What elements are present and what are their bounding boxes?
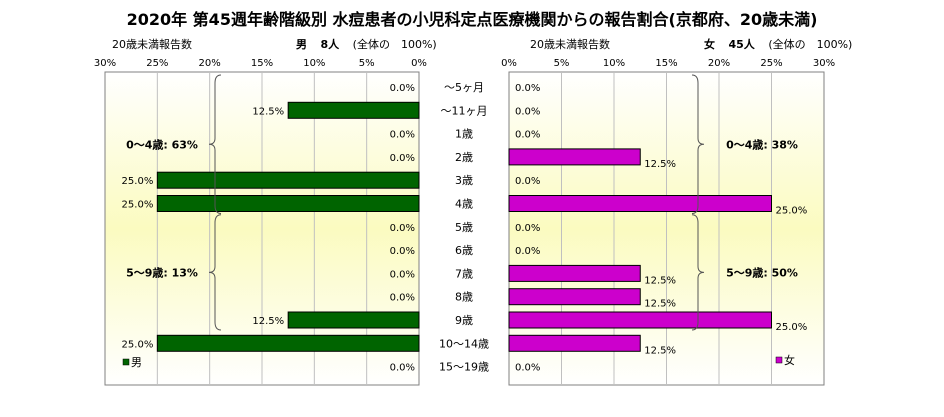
female-header-name: 女 — [704, 38, 715, 51]
category-label: 10～14歳 — [439, 337, 489, 350]
female-x-tick-label: 30% — [813, 58, 835, 69]
female-header-count: 45人 — [728, 38, 755, 51]
category-label: 6歳 — [455, 244, 473, 257]
male-data-label: 12.5% — [252, 106, 284, 117]
male-data-label: 0.0% — [390, 130, 415, 141]
female-header-total: (全体の 100%) — [768, 38, 853, 51]
male-data-label: 25.0% — [122, 176, 154, 187]
male-data-label: 0.0% — [390, 269, 415, 280]
male-data-label: 0.0% — [390, 293, 415, 304]
male-data-label: 0.0% — [390, 363, 415, 374]
male-data-label: 25.0% — [122, 200, 154, 211]
male-data-label: 25.0% — [122, 339, 154, 350]
male-group-brace — [208, 74, 222, 214]
male-bar — [287, 311, 420, 329]
category-label: 4歳 — [455, 198, 473, 211]
male-bar — [156, 171, 420, 189]
category-label: 5歳 — [455, 221, 473, 234]
male-group-label: 0～4歳: 63% — [126, 137, 198, 151]
male-x-tick-label: 25% — [146, 58, 168, 69]
female-axis-label: 20歳未満報告数 — [530, 38, 610, 51]
male-header-name: 男 — [296, 38, 307, 51]
category-label: 9歳 — [455, 314, 473, 327]
female-data-label: 0.0% — [515, 83, 540, 94]
category-label: 7歳 — [455, 267, 473, 280]
female-group-brace — [691, 214, 705, 331]
female-data-label: 12.5% — [644, 299, 676, 310]
female-legend-label: 女 — [784, 353, 795, 367]
male-x-tick-label: 10% — [303, 58, 325, 69]
female-x-tick-label: 0% — [501, 58, 517, 69]
male-x-tick-label: 15% — [251, 58, 273, 69]
male-legend-label: 男 — [131, 356, 142, 369]
female-bar — [508, 334, 641, 352]
female-bar — [508, 148, 641, 166]
male-header-count: 8人 — [320, 38, 340, 51]
male-data-label: 0.0% — [390, 223, 415, 234]
male-axis-label: 20歳未満報告数 — [112, 38, 192, 51]
female-data-label: 25.0% — [776, 322, 808, 333]
male-x-tick-label: 20% — [199, 58, 221, 69]
female-data-label: 25.0% — [776, 206, 808, 217]
female-x-tick-label: 15% — [655, 58, 677, 69]
male-data-label: 0.0% — [390, 83, 415, 94]
male-header-total: (全体の 100%) — [352, 38, 437, 51]
female-group-label: 0～4歳: 38% — [726, 137, 798, 151]
female-legend-swatch — [775, 356, 783, 364]
female-bar — [508, 264, 641, 282]
female-data-label: 0.0% — [515, 223, 540, 234]
female-x-tick-label: 10% — [603, 58, 625, 69]
chart-title: 2020年 第45週年齢階級別 水痘患者の小児科定点医療機関からの報告割合(京都… — [126, 10, 818, 29]
category-label: ～5ヶ月 — [444, 81, 484, 94]
female-group-label: 5～9歳: 50% — [726, 265, 798, 279]
female-data-label: 0.0% — [515, 246, 540, 257]
female-data-label: 0.0% — [515, 363, 540, 374]
female-header: 女 45人 (全体の 100%) — [704, 36, 852, 52]
male-group-label: 5～9歳: 13% — [126, 265, 198, 279]
female-x-tick-label: 5% — [554, 58, 570, 69]
female-data-label: 0.0% — [515, 130, 540, 141]
category-label: 15～19歳 — [439, 361, 489, 374]
female-data-label: 12.5% — [644, 345, 676, 356]
female-bar — [508, 311, 772, 329]
category-label: 3歳 — [455, 174, 473, 187]
male-data-label: 0.0% — [390, 153, 415, 164]
female-data-label: 12.5% — [644, 275, 676, 286]
category-label: ～11ヶ月 — [441, 104, 488, 117]
male-header: 男 8人 (全体の 100%) — [296, 36, 437, 52]
female-data-label: 0.0% — [515, 176, 540, 187]
male-bar — [156, 334, 420, 352]
male-legend-swatch — [122, 358, 130, 366]
female-x-tick-label: 25% — [760, 58, 782, 69]
female-bar — [508, 288, 641, 306]
female-data-label: 0.0% — [515, 106, 540, 117]
male-data-label: 0.0% — [390, 246, 415, 257]
category-label: 2歳 — [455, 151, 473, 164]
female-bar — [508, 195, 772, 212]
male-x-tick-label: 0% — [411, 58, 427, 69]
male-group-brace — [208, 214, 222, 331]
male-x-tick-label: 30% — [94, 58, 116, 69]
male-bar — [156, 195, 420, 212]
female-data-label: 12.5% — [644, 159, 676, 170]
category-label: 1歳 — [455, 128, 473, 141]
male-data-label: 12.5% — [252, 316, 284, 327]
female-x-tick-label: 20% — [708, 58, 730, 69]
female-group-brace — [691, 74, 705, 214]
male-x-tick-label: 5% — [359, 58, 375, 69]
category-label: 8歳 — [455, 291, 473, 304]
male-bar — [287, 101, 420, 119]
